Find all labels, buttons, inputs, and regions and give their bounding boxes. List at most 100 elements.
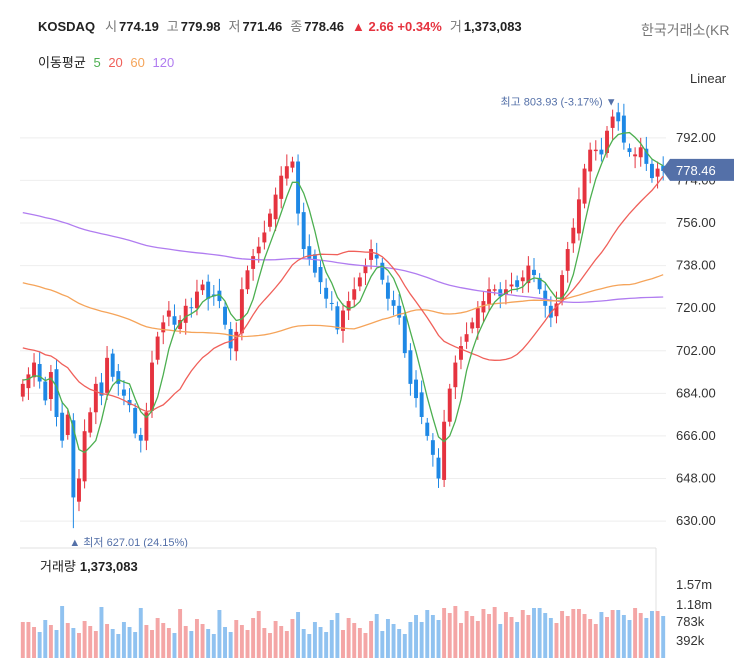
candle-body — [273, 194, 278, 220]
ma-120[interactable]: 120 — [152, 55, 175, 70]
volume-bar — [627, 620, 632, 658]
close-label: 종 — [290, 19, 303, 34]
moving-average-legend[interactable]: 이동평균 5 20 60 120 — [38, 52, 178, 71]
volume-bar — [593, 624, 598, 658]
close-value: 778.46 — [304, 19, 344, 34]
volume-bar — [239, 625, 244, 658]
volume-bar — [385, 619, 390, 658]
volume-bar — [26, 622, 31, 658]
volume-bar — [419, 622, 424, 658]
candle-body — [296, 161, 301, 214]
ma-5[interactable]: 5 — [93, 55, 101, 70]
candle-body — [576, 199, 581, 234]
high-value: 779.98 — [180, 19, 221, 34]
current-price-label: 778.46 — [676, 163, 716, 178]
volume-bar — [32, 627, 37, 658]
candle-body — [155, 336, 160, 360]
low-annotation: ▲ 최저 627.01 (24.15%) — [69, 536, 188, 549]
volume-bar — [475, 621, 480, 658]
volume-bar — [155, 618, 160, 658]
candle-body — [408, 350, 413, 384]
candle-body — [481, 301, 486, 313]
candle-body — [20, 383, 25, 397]
volume-bar — [565, 616, 570, 658]
volume-bar — [200, 624, 205, 658]
ma-20-line — [22, 175, 664, 413]
candle-body — [105, 357, 110, 393]
candle-body — [121, 389, 126, 396]
volume-bar — [425, 610, 430, 658]
candle-body — [380, 262, 385, 280]
volume-bar — [279, 626, 284, 658]
candle-body — [470, 322, 475, 329]
candle-body — [318, 267, 323, 283]
candle-body — [200, 284, 205, 291]
volume-panel-label: 거래량 — [40, 559, 76, 574]
volume-bar — [217, 610, 222, 658]
candle-body — [565, 249, 570, 271]
volume-bar — [268, 633, 272, 658]
volume-bar — [183, 626, 188, 658]
volume-bar — [644, 618, 649, 658]
volume-bar — [43, 620, 48, 658]
volume-bar — [588, 619, 593, 658]
price-tick-label: 720.00 — [676, 300, 716, 315]
ma-60[interactable]: 60 — [130, 55, 145, 70]
volume-bar — [481, 609, 486, 658]
symbol-name[interactable]: KOSDAQ — [38, 19, 96, 34]
candle-body — [436, 457, 441, 479]
volume-bar — [414, 615, 418, 658]
candle-body — [279, 175, 284, 199]
candle-body — [32, 362, 37, 378]
candle-body — [447, 388, 452, 422]
volume-bar — [537, 608, 542, 658]
volume-bar — [296, 612, 301, 658]
scale-mode-toggle[interactable]: Linear — [690, 71, 727, 86]
volume-bar — [576, 609, 581, 658]
volume-panel-value: 1,373,083 — [79, 559, 138, 574]
volume-bar — [402, 634, 407, 658]
candle-body — [638, 147, 643, 158]
volume-bar — [548, 618, 553, 658]
volume-bar — [458, 623, 463, 658]
candle-body — [458, 346, 463, 360]
volume-bar — [65, 623, 70, 658]
volume-bar — [37, 632, 42, 658]
volume-bar — [515, 622, 520, 658]
price-tick-label: 666.00 — [676, 428, 716, 443]
candle-body — [498, 289, 503, 297]
volume-bar — [369, 621, 374, 658]
ohlc-row: KOSDAQ 시 774.19 고 779.98 저 771.46 종 778.46 ▲… — [38, 16, 530, 35]
volume-label: 거 — [449, 19, 462, 34]
candle-body — [621, 115, 626, 143]
ma-label: 이동평균 — [38, 55, 86, 70]
candle-body — [71, 420, 76, 498]
volume-bar — [520, 610, 525, 658]
price-tick-label: 756.00 — [676, 215, 716, 230]
volume-bar — [312, 622, 317, 658]
volume-bar — [335, 613, 340, 658]
volume-bar — [554, 623, 559, 658]
candle-body — [217, 290, 222, 302]
volume-bar — [605, 617, 609, 658]
volume-bar — [228, 632, 233, 658]
volume-bar — [341, 630, 345, 658]
volume-bar — [621, 615, 626, 658]
candle-body — [290, 161, 295, 168]
candle-body — [610, 116, 615, 128]
candle-body — [633, 154, 638, 157]
price-tick-label: 702.00 — [676, 343, 716, 358]
candle-body — [655, 168, 660, 177]
ma-20[interactable]: 20 — [108, 55, 123, 70]
volume-bar — [464, 611, 469, 658]
volume-bars — [20, 606, 666, 658]
price-chart[interactable]: 792.00774.00756.00738.00720.00702.00684.… — [0, 92, 734, 658]
volume-bar — [194, 619, 199, 658]
candle-body — [234, 331, 239, 352]
volume-bar — [307, 634, 312, 658]
candle-body — [262, 232, 267, 243]
volume-panel-title: 거래량 1,373,083 — [40, 556, 138, 575]
volume-bar — [318, 627, 323, 658]
candle-body — [453, 362, 458, 388]
candle-body — [509, 284, 514, 287]
